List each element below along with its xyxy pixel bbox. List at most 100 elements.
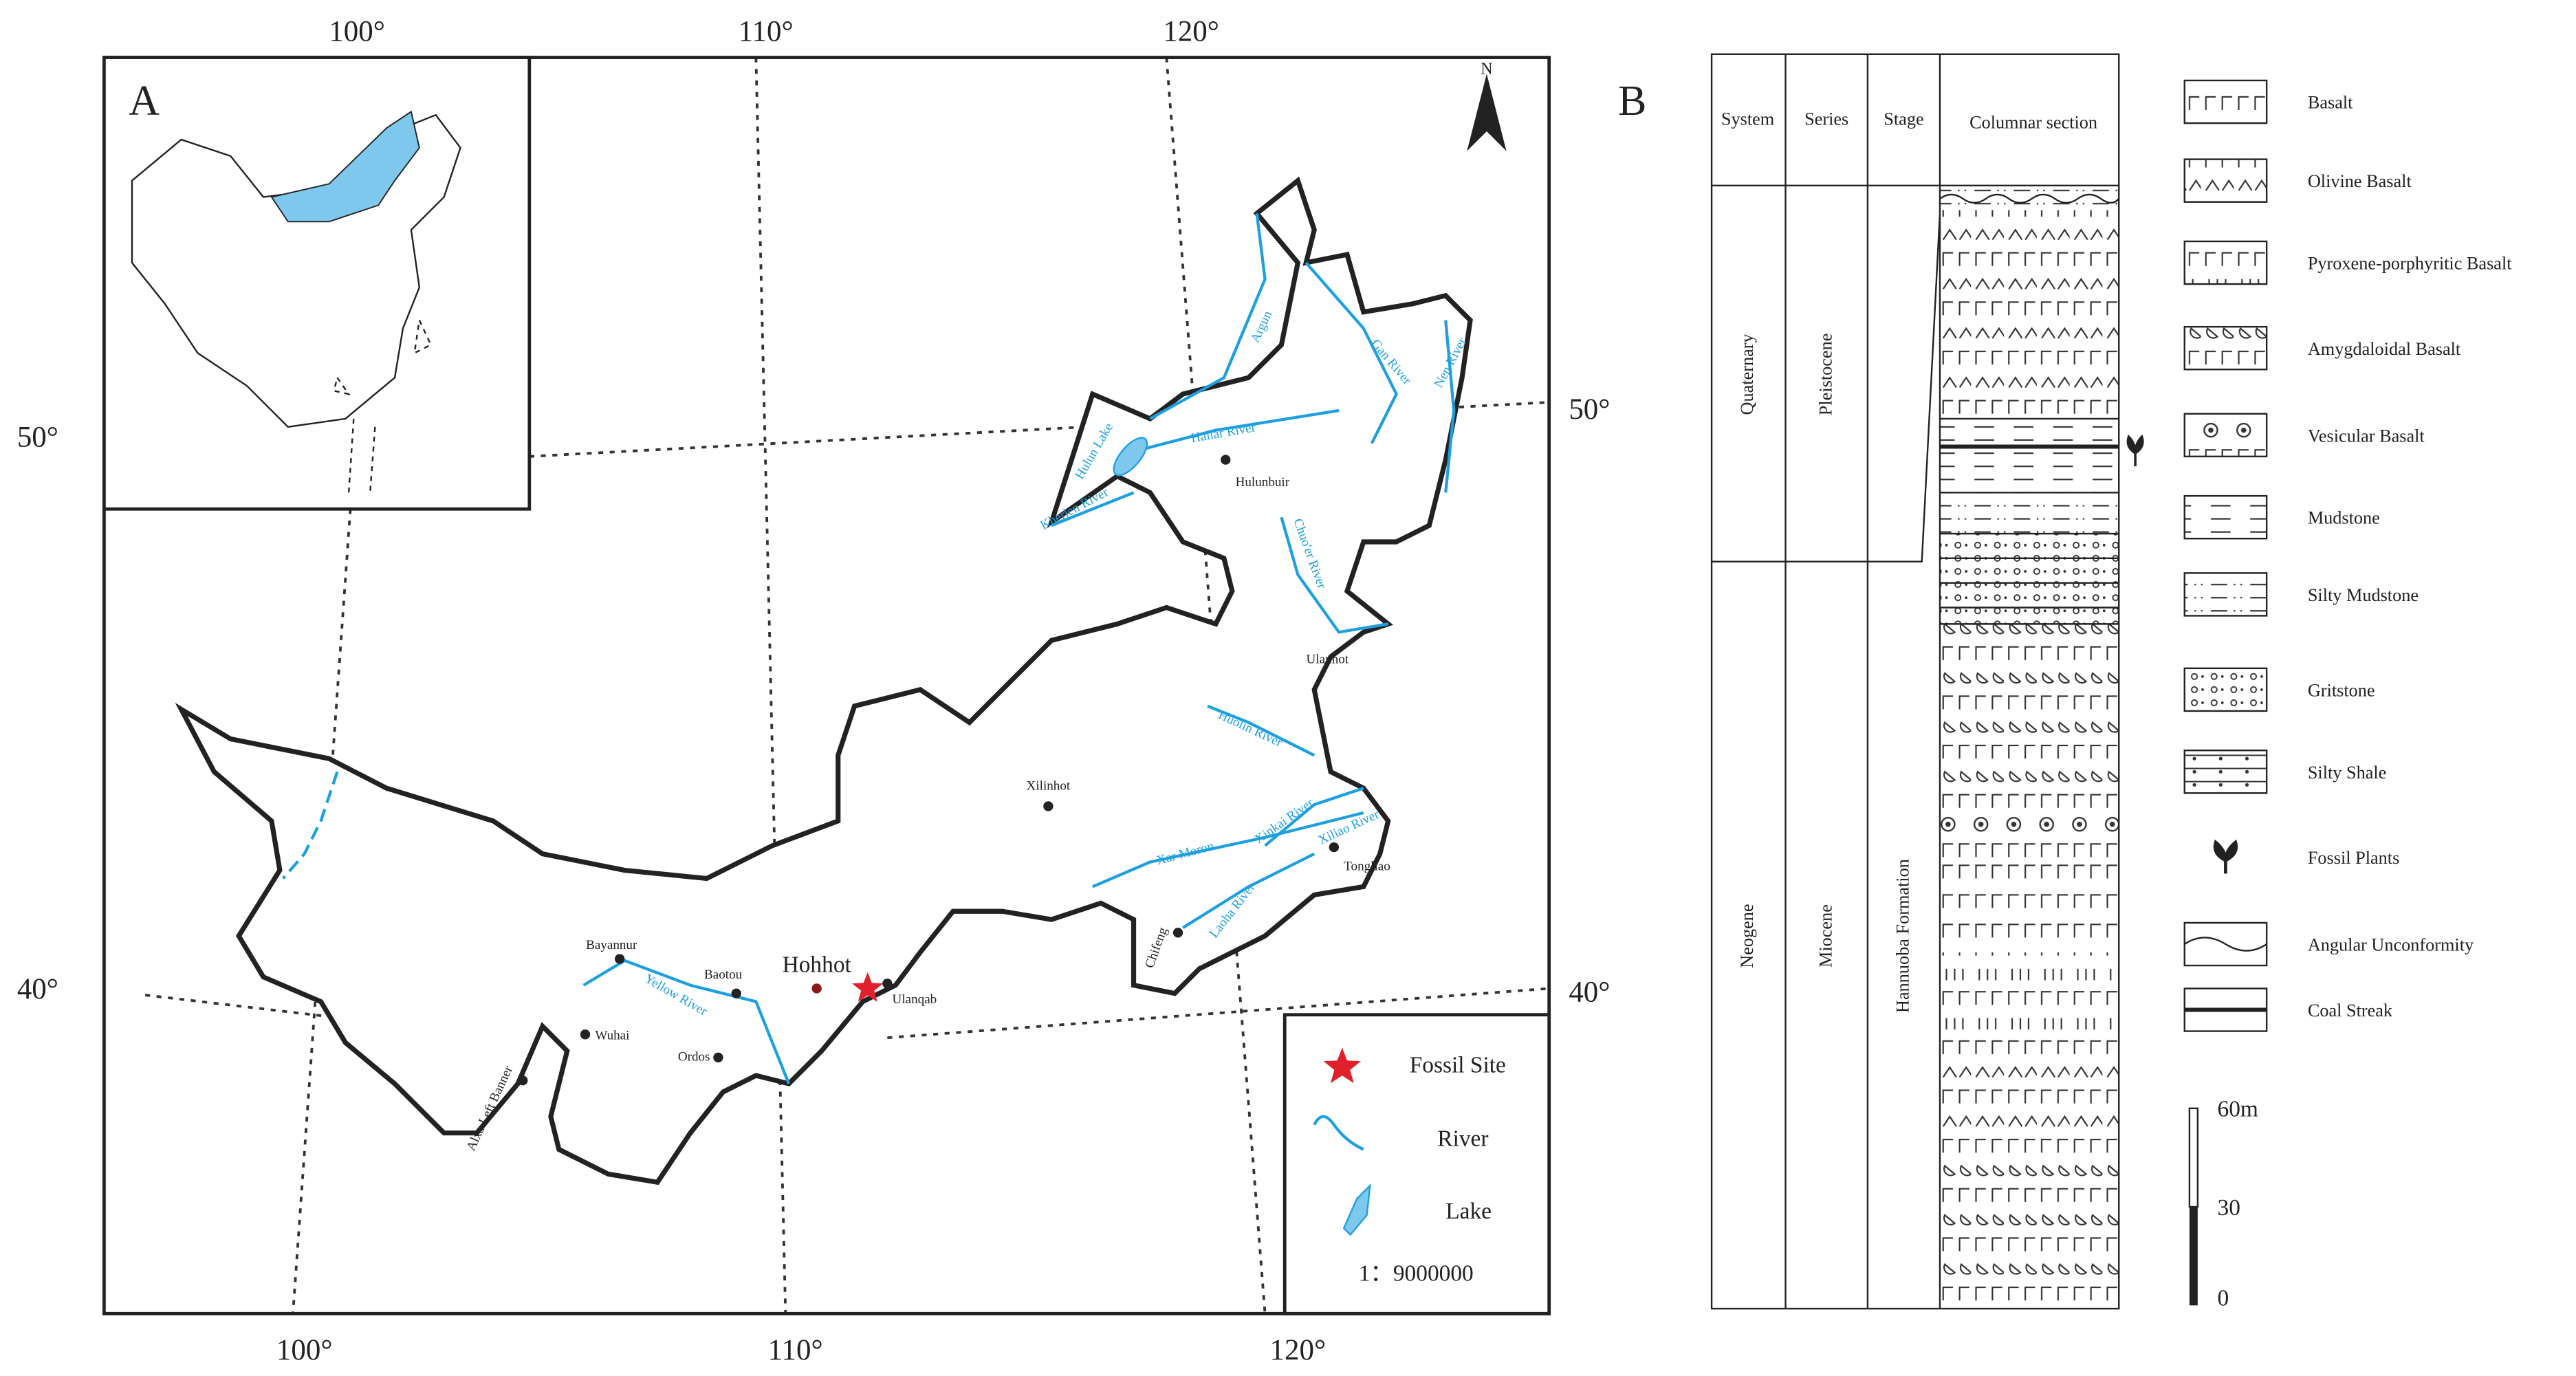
river-lines-part	[1149, 213, 1267, 420]
header: Columnar section	[1969, 112, 2097, 132]
header: Series	[1804, 109, 1848, 129]
inset-country	[131, 113, 461, 428]
legend-text: Pyroxene-porphyritic Basalt	[2308, 254, 2512, 274]
map-panel-part	[754, 57, 787, 1314]
legend-river	[1313, 1115, 1364, 1151]
city-label: Hulunbuir	[1236, 475, 1290, 490]
city-label: Tongliao	[1344, 860, 1390, 874]
column-panel: B System Series Stage Columnar section Q…	[1618, 53, 2512, 1311]
lon-label: 120°	[1270, 1334, 1327, 1366]
city-dot	[614, 954, 625, 964]
city-dot	[731, 988, 741, 998]
column-panel-part	[1939, 418, 2119, 493]
city-label: Xilinhot	[1027, 779, 1071, 794]
column-panel-part	[1939, 492, 2119, 534]
legend-lake	[1342, 1183, 1371, 1236]
legend-text: Mudstone	[2308, 508, 2380, 528]
legend-text: Fossil Plants	[2308, 848, 2399, 868]
north-label: N	[1481, 60, 1492, 78]
city-label: Ulanqab	[893, 992, 937, 1007]
column-panel-part	[1939, 193, 2120, 204]
city-dot	[580, 1029, 591, 1040]
legend-swatch	[2183, 572, 2268, 617]
column-panel-part	[1939, 952, 2119, 1035]
scale-label: 30	[2218, 1195, 2240, 1221]
lat-label: 40°	[17, 973, 58, 1005]
panel-label: B	[1618, 78, 1646, 124]
city-label: Wuhai	[595, 1028, 629, 1042]
column-panel-part	[1939, 624, 2119, 789]
lon-label: 110°	[768, 1334, 823, 1366]
river-lines-part	[1207, 704, 1316, 757]
header: Stage	[1884, 109, 1923, 129]
scale-label: 60m	[2218, 1097, 2258, 1122]
column-panel-part	[1939, 417, 2119, 625]
city-dot	[1221, 455, 1231, 465]
lon-label: 100°	[276, 1334, 333, 1366]
map-panel-part	[102, 56, 1551, 1315]
series: Miocene	[1815, 904, 1835, 968]
city-label: Ordos	[678, 1050, 710, 1064]
lat-label: 50°	[1569, 393, 1610, 426]
system: Quaternary	[1737, 334, 1757, 415]
legend-text: River	[1437, 1126, 1488, 1152]
river-lines-part	[1092, 811, 1364, 888]
legend-swatch	[2183, 667, 2268, 712]
river-lines-part	[1133, 408, 1340, 453]
system: Neogene	[1737, 904, 1757, 968]
legend-line	[2184, 937, 2267, 952]
map-panel: A N 100° 110° 120° 100° 110° 120° 50° 40…	[17, 16, 1611, 1366]
legend-swatch	[2183, 240, 2268, 285]
city-dot	[882, 979, 893, 989]
lon-label: 110°	[739, 16, 794, 48]
river-lines-part	[1305, 261, 1398, 444]
north-arrow	[1467, 74, 1507, 151]
legend-swatch	[2183, 750, 2268, 794]
river-lines-part	[1113, 437, 1148, 477]
fossil-marker	[2126, 434, 2144, 467]
scale-bar	[2189, 1207, 2198, 1306]
capital-dot	[811, 983, 822, 994]
column-panel-part	[1710, 53, 2120, 1310]
legend-text: Silty Shale	[2308, 763, 2387, 783]
legend-text: Gritstone	[2308, 680, 2375, 700]
panel-label: A	[129, 78, 160, 124]
column-panel-part	[1939, 1149, 2119, 1309]
river-lines-part	[1051, 491, 1135, 527]
legend-text: Fossil Site	[1410, 1052, 1506, 1078]
legend-swatch	[2183, 325, 2268, 371]
city-dot	[1043, 801, 1054, 811]
column-panel-part	[1939, 534, 2119, 624]
column-panel-part	[1939, 185, 2119, 210]
city-dot	[518, 1075, 528, 1086]
scale-text: 1：9000000	[1359, 1261, 1474, 1287]
map-panel-part	[887, 987, 1549, 1040]
lat-label: 50°	[17, 421, 58, 453]
column-panel-part	[1939, 862, 2119, 952]
legend-text: Coal Streak	[2308, 1001, 2393, 1020]
column-panel-part	[1939, 1034, 2119, 1150]
header: System	[1721, 109, 1775, 129]
city-label: Ulanhot	[1307, 653, 1349, 667]
lon-label: 100°	[329, 16, 385, 48]
river-lines-part	[1444, 320, 1456, 493]
river-lines-part	[1280, 516, 1389, 634]
column-panel-part	[1939, 210, 2119, 419]
fossil-site	[852, 972, 884, 1002]
legend-text: Lake	[1445, 1199, 1492, 1224]
city-dot	[1172, 928, 1183, 938]
legend-text: Vesicular Basalt	[2308, 426, 2425, 446]
legend-fossil	[2213, 839, 2238, 874]
river-lines-part	[282, 771, 339, 880]
legend-star	[1323, 1047, 1362, 1084]
legend-text: Angular Unconformity	[2308, 935, 2474, 955]
lat-label: 40°	[1569, 976, 1610, 1009]
city-dot	[713, 1052, 723, 1062]
stage: Hannuoba Formation	[1893, 859, 1913, 1013]
city-dot	[1329, 842, 1340, 853]
map-panel-part	[1165, 57, 1267, 1314]
river-lines-part	[1264, 787, 1364, 847]
series: Pleistocene	[1815, 334, 1835, 416]
inset-region	[270, 110, 420, 223]
